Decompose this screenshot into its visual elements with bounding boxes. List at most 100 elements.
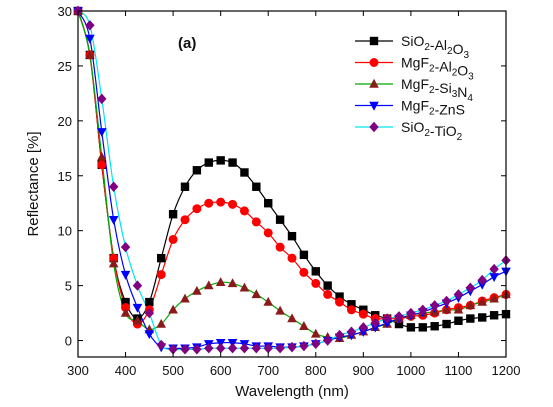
legend-label: MgF2-ZnS (401, 98, 465, 118)
data-point-diamond (334, 329, 345, 341)
data-point-circle (121, 303, 131, 313)
y-tick-label: 5 (65, 279, 72, 294)
data-point-triangle-up (441, 304, 452, 314)
data-point-circle (97, 160, 107, 170)
data-point-triangle-up (369, 78, 379, 88)
data-point-triangle-down (489, 273, 499, 283)
panel-label: (a) (178, 35, 196, 52)
data-point-circle (180, 215, 190, 225)
data-point-circle (335, 297, 345, 307)
y-axis-title: Reflectance [%] (25, 131, 42, 236)
data-point-circle (358, 309, 368, 319)
data-point-square (418, 323, 427, 332)
data-point-diamond (358, 322, 369, 333)
x-tick-label: 500 (162, 363, 184, 378)
data-point-square (121, 297, 130, 307)
data-point-diamond (97, 93, 107, 105)
data-point-circle (228, 199, 238, 209)
data-point-triangle-up (465, 300, 476, 310)
legend: SiO2-Al2O3MgF2-Al2O3MgF2-Si3N4MgF2-ZnSSi… (355, 33, 474, 143)
data-point-square (430, 322, 439, 331)
data-point-triangle-down (144, 330, 155, 340)
data-point-diamond (299, 340, 309, 352)
x-tick-label: 1200 (492, 363, 521, 378)
data-point-triangle-down (132, 303, 143, 313)
legend-entry: MgF2-Si3N4 (355, 76, 473, 104)
data-point-diamond (239, 343, 250, 354)
data-point-square (168, 210, 178, 219)
data-point-triangle-up (489, 293, 499, 303)
series-markers-5 (73, 5, 511, 355)
ticks-layer: 300 400 500 600 700 800 900 1000 1100 1200 0 5 10 15 2… (58, 4, 521, 378)
data-point-square (157, 253, 166, 263)
data-point-diamond (144, 307, 155, 319)
x-tick-label: 700 (257, 363, 279, 378)
data-point-square (369, 36, 379, 46)
data-point-triangle-up (453, 304, 464, 314)
data-point-triangle-up (132, 315, 143, 325)
data-point-square (347, 300, 356, 309)
x-tick-label: 600 (210, 363, 232, 378)
data-point-triangle-up (263, 296, 274, 306)
y-tick-label: 10 (58, 224, 72, 239)
legend-entry: MgF2-ZnS (355, 98, 465, 118)
data-point-triangle-up (310, 328, 321, 338)
data-point-square (145, 297, 154, 307)
legend-entry: MgF2-Al2O3 (355, 55, 474, 83)
data-point-square (240, 168, 249, 177)
data-point-triangle-up (168, 304, 178, 314)
x-tick-label: 900 (352, 363, 374, 378)
data-point-diamond (346, 326, 357, 337)
legend-label: SiO2-TiO2 (401, 119, 463, 143)
data-point-square (478, 313, 487, 322)
data-point-diamond (227, 343, 238, 354)
data-point-square (466, 314, 475, 323)
data-point-square (192, 166, 202, 175)
data-point-triangle-up (299, 321, 309, 330)
data-point-diamond (418, 304, 428, 315)
data-point-square (442, 319, 451, 329)
data-point-circle (346, 305, 356, 315)
data-point-triangle-up (275, 305, 285, 315)
data-point-diamond (429, 300, 440, 311)
data-point-circle (251, 217, 261, 227)
data-point-square (299, 250, 309, 260)
data-point-diamond (192, 344, 202, 355)
data-point-circle (275, 242, 285, 252)
data-point-diamond (156, 339, 166, 351)
data-point-diamond (311, 338, 321, 350)
x-axis-title: Wavelength (nm) (235, 383, 349, 400)
x-tick-label: 800 (305, 363, 327, 378)
legend-label: MgF2-Al2O3 (401, 55, 474, 83)
data-point-diamond (215, 343, 226, 354)
data-point-diamond (394, 311, 404, 322)
x-tick-label: 1000 (396, 363, 425, 378)
data-point-triangle-down (369, 101, 379, 111)
data-point-circle (192, 204, 202, 214)
data-point-triangle-up (203, 280, 214, 290)
data-point-square (180, 182, 190, 191)
x-tick-label: 1100 (444, 363, 472, 378)
data-point-square (394, 319, 404, 329)
data-point-square (228, 158, 237, 167)
data-point-square (406, 323, 416, 332)
y-tick-label: 15 (58, 169, 72, 184)
data-point-circle (299, 267, 309, 277)
data-point-triangle-up (215, 277, 226, 287)
data-point-triangle-up (120, 307, 131, 317)
data-point-diamond (263, 343, 273, 354)
y-tick-label: 30 (58, 4, 72, 19)
data-point-triangle-up (227, 278, 238, 288)
data-point-diamond (489, 263, 499, 275)
data-point-triangle-up (180, 293, 190, 303)
data-point-triangle-up (96, 151, 107, 161)
data-point-square (204, 158, 213, 167)
data-point-square (335, 292, 344, 301)
legend-entry: SiO2-TiO2 (355, 119, 463, 143)
data-point-diamond (108, 181, 119, 192)
y-tick-label: 25 (58, 59, 72, 74)
data-point-triangle-up (287, 313, 297, 323)
data-point-diamond (322, 335, 333, 346)
